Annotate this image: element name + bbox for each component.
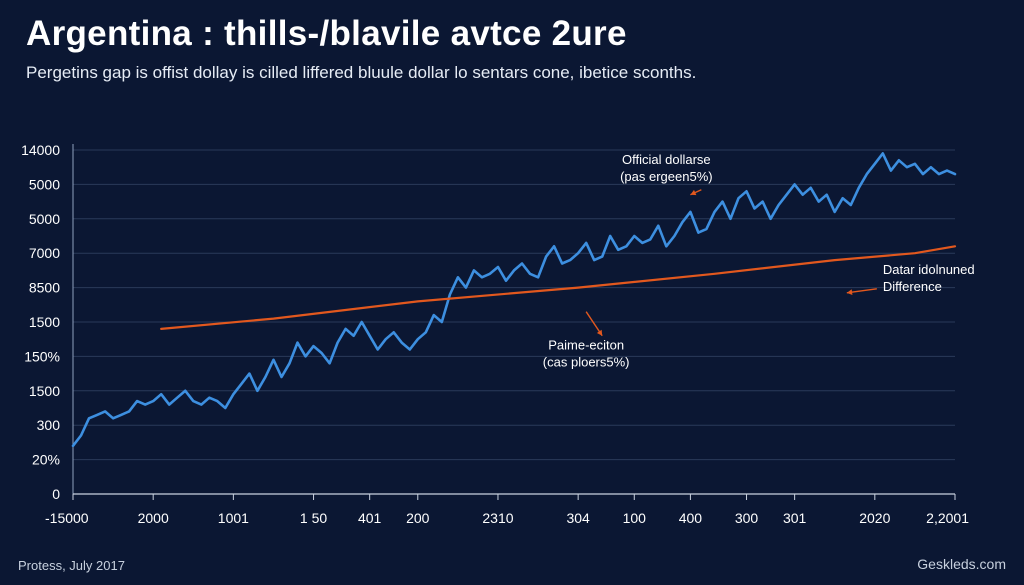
grid-lines xyxy=(73,149,955,461)
x-tick-label: 1001 xyxy=(218,510,249,526)
y-tick-label: 1500 xyxy=(29,383,60,399)
annotation: Paime-eciton (cas ploers5%) xyxy=(543,311,630,370)
x-tick-label: 2000 xyxy=(138,510,169,526)
arrow-head xyxy=(690,189,697,196)
series-lines xyxy=(71,152,957,448)
chart-subtitle: Pergetins gap is offist dollay is cilled… xyxy=(26,63,697,82)
y-tick-label: 150% xyxy=(24,348,60,364)
x-tick-label: 401 xyxy=(358,510,382,526)
annotation-text: Paime-eciton xyxy=(548,338,624,353)
x-tick-label: 400 xyxy=(679,510,703,526)
x-tick-label: 200 xyxy=(406,510,430,526)
axes xyxy=(72,144,956,500)
x-tick-label: 1 50 xyxy=(300,510,327,526)
y-tick-label: 7000 xyxy=(29,245,60,261)
x-tick-labels: -15000 2000 1001 1 50 401 200 2310 304 100 400 300… xyxy=(45,510,969,526)
blue-dollar-line xyxy=(71,152,957,448)
x-tick-label: 2310 xyxy=(482,510,513,526)
y-tick-label: 300 xyxy=(37,417,61,433)
annotation-text: Official dollarse xyxy=(622,152,711,167)
x-tick-label: 100 xyxy=(623,510,647,526)
x-tick-label: 301 xyxy=(783,510,807,526)
arrow-head xyxy=(846,289,853,295)
brand-label: Geskleds.com xyxy=(917,556,1006,572)
y-tick-label: 1500 xyxy=(29,314,60,330)
annotation: Official dollarse (pas ergeen5%) xyxy=(620,152,713,196)
y-tick-label: 8500 xyxy=(29,280,60,296)
y-tick-label: 20% xyxy=(32,452,60,468)
x-tick-label: 300 xyxy=(735,510,759,526)
x-tick-label: 304 xyxy=(566,510,590,526)
x-tick-label: 2020 xyxy=(859,510,890,526)
y-tick-labels: 0 20% 300 1500 150% 1500 8500 7000 5000 5000 14000 xyxy=(21,142,60,502)
x-tick-label: -15000 xyxy=(45,510,89,526)
annotation-text: Datar idolnuned xyxy=(883,262,975,277)
annotation-text: Difference xyxy=(883,279,942,294)
y-tick-label: 0 xyxy=(52,486,60,502)
annotation-text: (cas ploers5%) xyxy=(543,355,630,370)
arrow-head xyxy=(596,329,603,336)
x-tick-label: 2,2001 xyxy=(926,510,969,526)
y-tick-label: 14000 xyxy=(21,142,60,158)
annotation-text: (pas ergeen5%) xyxy=(620,169,713,184)
y-tick-label: 5000 xyxy=(29,211,60,227)
annotation: Datar idolnuned Difference xyxy=(846,262,975,295)
source-note: Protess, July 2017 xyxy=(18,558,125,573)
chart-title: Argentina : thills-/blavile avtce 2ure xyxy=(26,14,627,53)
annotations: Official dollarse (pas ergeen5%) Datar ido… xyxy=(543,152,975,370)
y-tick-label: 5000 xyxy=(29,176,60,192)
official-dollar-line xyxy=(160,245,957,330)
